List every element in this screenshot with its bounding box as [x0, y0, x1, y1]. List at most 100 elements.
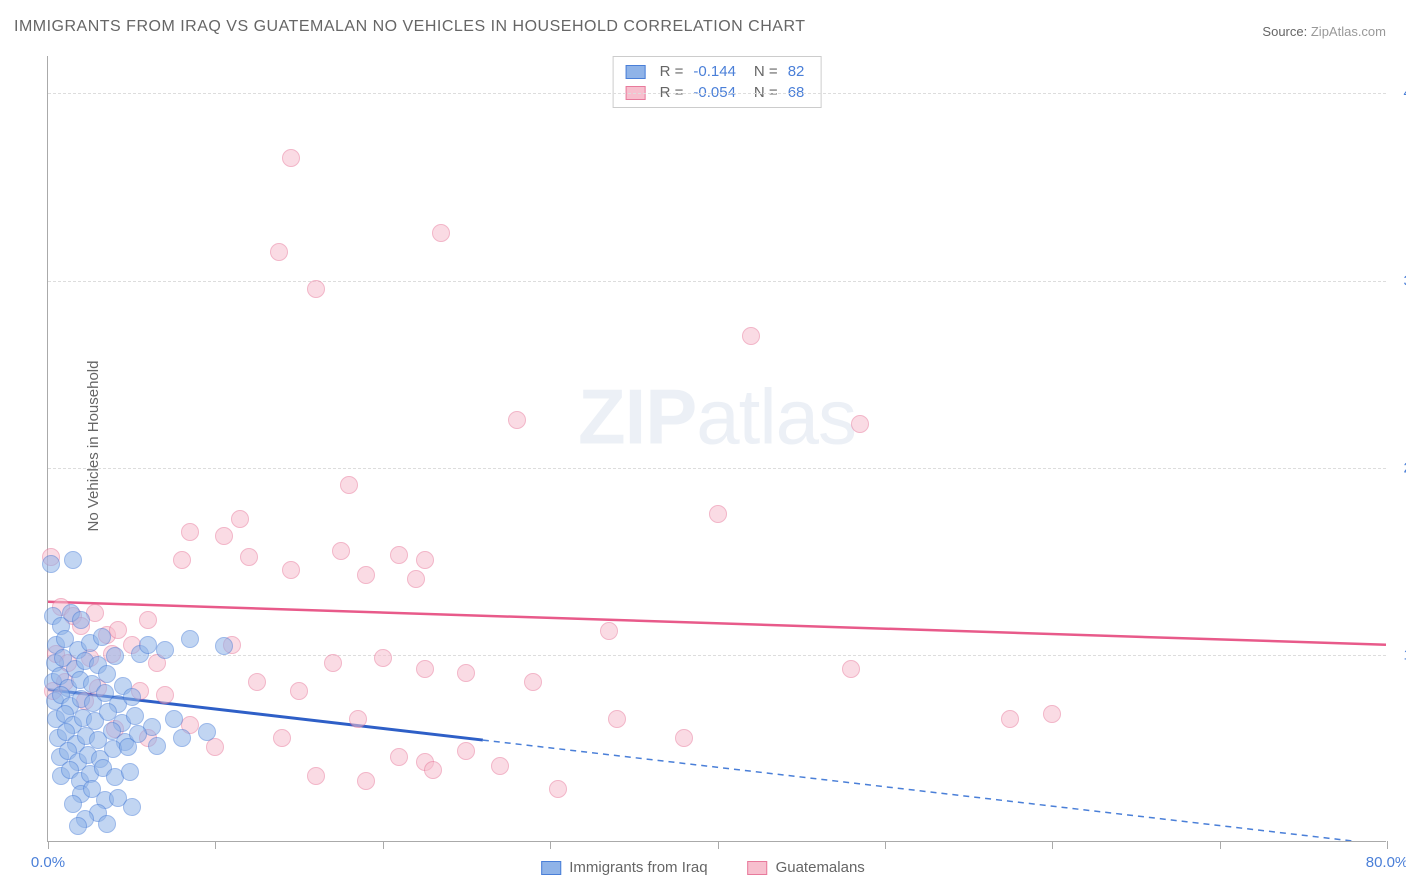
- data-point: [119, 738, 137, 756]
- data-point: [307, 767, 325, 785]
- data-point: [374, 649, 392, 667]
- data-point: [231, 510, 249, 528]
- data-point: [106, 647, 124, 665]
- x-tick-label: 0.0%: [31, 854, 65, 871]
- x-tick: [383, 841, 384, 849]
- data-point: [332, 542, 350, 560]
- data-point: [432, 224, 450, 242]
- data-point: [675, 729, 693, 747]
- x-tick-label: 80.0%: [1366, 854, 1406, 871]
- data-point: [524, 673, 542, 691]
- data-point: [123, 688, 141, 706]
- data-point: [307, 280, 325, 298]
- data-point: [156, 686, 174, 704]
- data-point: [290, 682, 308, 700]
- data-point: [1001, 710, 1019, 728]
- data-point: [173, 551, 191, 569]
- data-point: [248, 673, 266, 691]
- data-point: [123, 798, 141, 816]
- correlation-legend: R =-0.144N =82R =-0.054N =68: [613, 56, 822, 108]
- data-point: [390, 546, 408, 564]
- data-point: [742, 327, 760, 345]
- source-value: ZipAtlas.com: [1311, 24, 1386, 39]
- data-point: [156, 641, 174, 659]
- data-point: [181, 523, 199, 541]
- legend-swatch: [541, 861, 561, 875]
- legend-swatch: [626, 65, 646, 79]
- data-point: [357, 772, 375, 790]
- x-tick: [1052, 841, 1053, 849]
- data-point: [173, 729, 191, 747]
- data-point: [457, 742, 475, 760]
- data-point: [126, 707, 144, 725]
- data-point: [851, 415, 869, 433]
- n-value: 82: [788, 63, 805, 80]
- data-point: [416, 551, 434, 569]
- data-point: [416, 660, 434, 678]
- data-point: [549, 780, 567, 798]
- legend-item: Immigrants from Iraq: [541, 859, 707, 876]
- data-point: [842, 660, 860, 678]
- data-point: [98, 665, 116, 683]
- trend-lines: [48, 56, 1386, 841]
- plot-area: ZIPatlas R =-0.144N =82R =-0.054N =68 10…: [47, 56, 1386, 842]
- x-tick: [215, 841, 216, 849]
- n-label: N =: [754, 63, 778, 80]
- data-point: [139, 611, 157, 629]
- data-point: [709, 505, 727, 523]
- data-point: [273, 729, 291, 747]
- data-point: [165, 710, 183, 728]
- data-point: [424, 761, 442, 779]
- data-point: [215, 527, 233, 545]
- data-point: [139, 636, 157, 654]
- x-tick: [1387, 841, 1388, 849]
- series-legend: Immigrants from Iraq Guatemalans: [541, 859, 865, 876]
- gridline: [48, 281, 1386, 282]
- gridline: [48, 655, 1386, 656]
- legend-label: Immigrants from Iraq: [569, 859, 707, 876]
- data-point: [93, 628, 111, 646]
- data-point: [148, 737, 166, 755]
- data-point: [340, 476, 358, 494]
- data-point: [240, 548, 258, 566]
- data-point: [600, 622, 618, 640]
- data-point: [282, 561, 300, 579]
- r-label: R =: [660, 63, 684, 80]
- correlation-chart: IMMIGRANTS FROM IRAQ VS GUATEMALAN NO VE…: [0, 0, 1406, 892]
- data-point: [181, 630, 199, 648]
- legend-row: R = -0.144 N = 82: [622, 61, 813, 82]
- legend-item: Guatemalans: [748, 859, 865, 876]
- data-point: [1043, 705, 1061, 723]
- legend-label: Guatemalans: [776, 859, 865, 876]
- data-point: [390, 748, 408, 766]
- data-point: [349, 710, 367, 728]
- data-point: [198, 723, 216, 741]
- data-point: [457, 664, 475, 682]
- data-point: [69, 817, 87, 835]
- chart-title: IMMIGRANTS FROM IRAQ VS GUATEMALAN NO VE…: [14, 18, 805, 36]
- data-point: [282, 149, 300, 167]
- data-point: [215, 637, 233, 655]
- gridline: [48, 93, 1386, 94]
- x-tick: [550, 841, 551, 849]
- x-tick: [1220, 841, 1221, 849]
- data-point: [64, 551, 82, 569]
- data-point: [324, 654, 342, 672]
- data-point: [357, 566, 375, 584]
- source-label: Source:: [1262, 24, 1307, 39]
- legend-swatch: [748, 861, 768, 875]
- data-point: [407, 570, 425, 588]
- data-point: [98, 815, 116, 833]
- watermark: ZIPatlas: [578, 372, 856, 463]
- r-value: -0.144: [693, 63, 736, 80]
- data-point: [491, 757, 509, 775]
- data-point: [109, 621, 127, 639]
- data-point: [270, 243, 288, 261]
- source-attribution: Source: ZipAtlas.com: [1262, 24, 1386, 39]
- x-tick: [718, 841, 719, 849]
- data-point: [121, 763, 139, 781]
- data-point: [72, 611, 90, 629]
- x-tick: [48, 841, 49, 849]
- data-point: [608, 710, 626, 728]
- data-point: [508, 411, 526, 429]
